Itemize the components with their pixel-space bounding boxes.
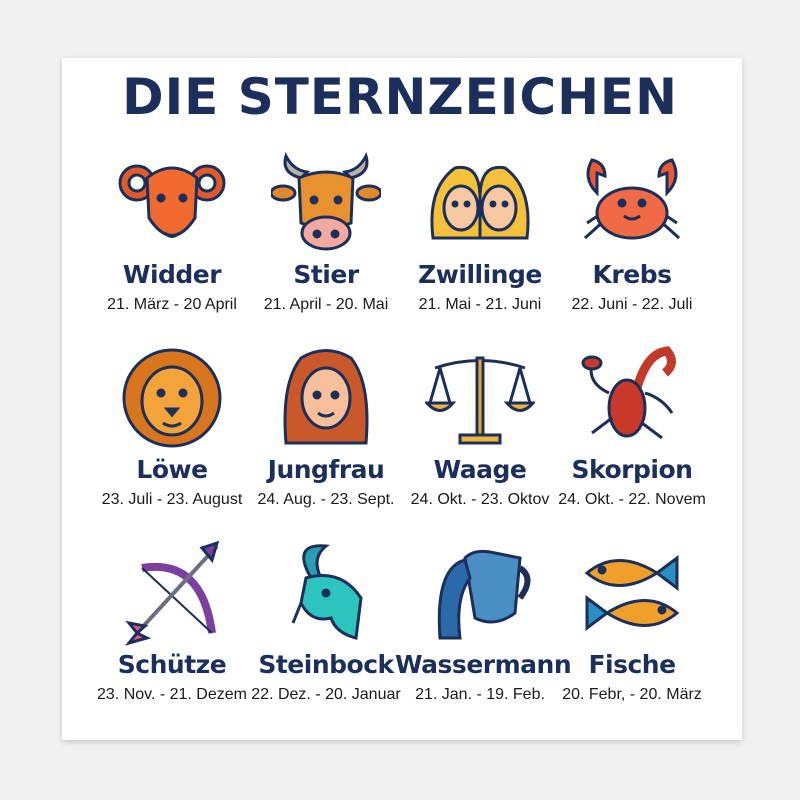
sign-stier: Stier 21. April - 20. Mai [241, 148, 411, 316]
page-title: DIE STERNZEICHEN [122, 68, 678, 126]
maiden-icon [283, 349, 369, 445]
sign-dates: 24. Okt. - 22. Novem [558, 491, 706, 508]
sign-waage: Waage 24. Okt. - 23. Oktov [395, 343, 565, 511]
fish-icon [584, 555, 680, 631]
scales-icon [425, 356, 535, 445]
sign-jungfrau: Jungfrau 24. Aug. - 23. Sept. [241, 343, 411, 511]
lion-icon [122, 348, 222, 448]
bow-arrow-icon [124, 540, 220, 646]
scorpion-icon [581, 346, 676, 440]
sign-dates: 22. Dez. - 20. Januar [251, 686, 401, 703]
sign-name: Jungfrau [267, 455, 385, 484]
sign-wassermann: Wassermann 21. Jan. - 19. Feb. [395, 538, 572, 706]
sign-dates: 24. Aug. - 23. Sept. [257, 491, 395, 508]
sign-dates: 21. März - 20 April [107, 296, 237, 313]
bull-icon [271, 151, 381, 251]
sign-name: Fische [588, 650, 676, 679]
sign-dates: 21. Jan. - 19. Feb. [415, 686, 545, 703]
sign-zwillinge: Zwillinge 21. Mai - 21. Juni [395, 148, 565, 316]
twins-icon [430, 165, 530, 240]
sign-name: Skorpion [571, 455, 693, 484]
sign-name: Löwe [136, 455, 208, 484]
sign-name: Stier [293, 260, 359, 289]
sign-name: Steinbock [258, 650, 394, 679]
sign-dates: 24. Okt. - 23. Oktov [410, 491, 550, 508]
sign-steinbock: Steinbock 22. Dez. - 20. Januar [241, 538, 411, 706]
sign-dates: 21. Mai - 21. Juni [418, 296, 542, 313]
sign-dates: 22. Juni - 22. Juli [571, 296, 693, 313]
sign-name: Widder [122, 260, 222, 289]
sign-fische: Fische 20. Febr, - 20. März [547, 538, 717, 706]
goat-icon [291, 544, 363, 640]
sign-dates: 23. Nov. - 21. Dezem [97, 686, 247, 703]
sign-dates: 23. Juli - 23. August [101, 491, 243, 508]
water-jug-icon [437, 549, 531, 640]
sign-name: Schütze [117, 650, 227, 679]
sign-name: Wassermann [395, 650, 572, 679]
sign-dates: 21. April - 20. Mai [263, 296, 389, 313]
sign-widder: Widder 21. März - 20 April [87, 148, 257, 316]
sign-name: Krebs [592, 260, 672, 289]
sign-name: Zwillinge [418, 260, 542, 289]
sign-dates: 20. Febr, - 20. März [562, 686, 702, 703]
sign-skorpion: Skorpion 24. Okt. - 22. Novem [547, 343, 717, 511]
crab-icon [583, 158, 681, 240]
sign-loewe: Löwe 23. Juli - 23. August [87, 343, 257, 511]
sign-name: Waage [433, 455, 527, 484]
sign-schuetze: Schütze 23. Nov. - 21. Dezem [87, 538, 257, 706]
sign-krebs: Krebs 22. Juni - 22. Juli [547, 148, 717, 316]
ram-icon [118, 164, 226, 238]
